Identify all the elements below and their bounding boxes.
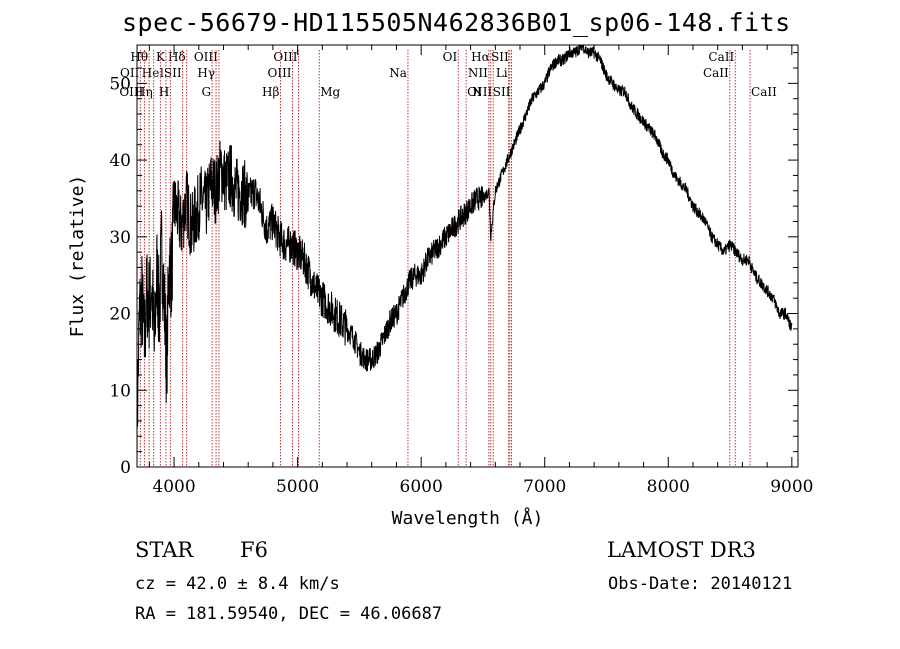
spectral-line-label: Hγ [197, 66, 215, 80]
spectral-line-label: Hη [135, 85, 153, 99]
coordinates: RA = 181.59540, DEC = 46.06687 [135, 604, 443, 624]
spectral-line-label: CaII [708, 50, 734, 64]
x-tick-label: 9000 [770, 477, 813, 497]
spectral-line-label: SII [493, 85, 511, 99]
spectral-line-label: SII [491, 50, 509, 64]
spectral-line-label: OII [120, 66, 140, 80]
chart-title: spec-56679-HD115505N462836B01_sp06-148.f… [122, 8, 791, 37]
spectral-line-label: OIII [194, 50, 218, 64]
spectral-line-label: Hθ [130, 50, 148, 64]
y-tick-label: 0 [120, 458, 131, 478]
y-tick-label: 50 [109, 74, 131, 94]
spectral-line-label: H [159, 85, 169, 99]
spectral-line-label: OIII [119, 85, 143, 99]
spectral-line-label: Mg [320, 85, 340, 99]
spectral-line-label: OIII [273, 50, 297, 64]
y-tick-label: 20 [109, 305, 131, 325]
y-tick-label: 10 [109, 381, 131, 401]
y-tick-label: 30 [109, 228, 131, 248]
x-axis-title: Wavelength (Å) [392, 507, 544, 529]
spectrum-flux-line [136, 44, 793, 468]
x-tick-label: 8000 [647, 477, 690, 497]
object-class: STAR [135, 538, 194, 562]
y-tick-label: 40 [109, 151, 131, 171]
spectral-line-label: Hβ [262, 85, 279, 99]
spectral-line-label: lSII [160, 66, 182, 80]
spectral-line-label: K [156, 50, 166, 64]
spectral-line-label: Li [496, 66, 508, 80]
spectral-line-label: OIII [267, 66, 291, 80]
spectral-line-label: He [142, 66, 160, 80]
spectral-line-label: NII [468, 66, 488, 80]
x-tick-label: 4000 [152, 477, 195, 497]
spectral-line-label: Na [389, 66, 407, 80]
spectral-line-label: CaII [751, 85, 777, 99]
spectral-line-label: CaII [703, 66, 729, 80]
spectral-line-label: OI [443, 50, 458, 64]
y-axis-title: Flux (relative) [67, 175, 88, 338]
object-subclass: F6 [240, 538, 268, 562]
x-tick-label: 6000 [400, 477, 443, 497]
spectral-line-label: G [202, 85, 212, 99]
redshift-velocity: cz = 42.0 ± 8.4 km/s [135, 574, 340, 594]
survey-label: LAMOST DR3 [607, 538, 756, 562]
observation-date: Obs-Date: 20140121 [608, 574, 793, 594]
spectral-line-label: OI [467, 85, 482, 99]
spectral-line-label: NII [472, 85, 492, 99]
x-tick-label: 5000 [276, 477, 319, 497]
x-tick-label: 7000 [523, 477, 566, 497]
spectral-line-label: Hα [471, 50, 490, 64]
spectral-line-label: Hδ [168, 50, 186, 64]
plot-frame [136, 44, 799, 468]
